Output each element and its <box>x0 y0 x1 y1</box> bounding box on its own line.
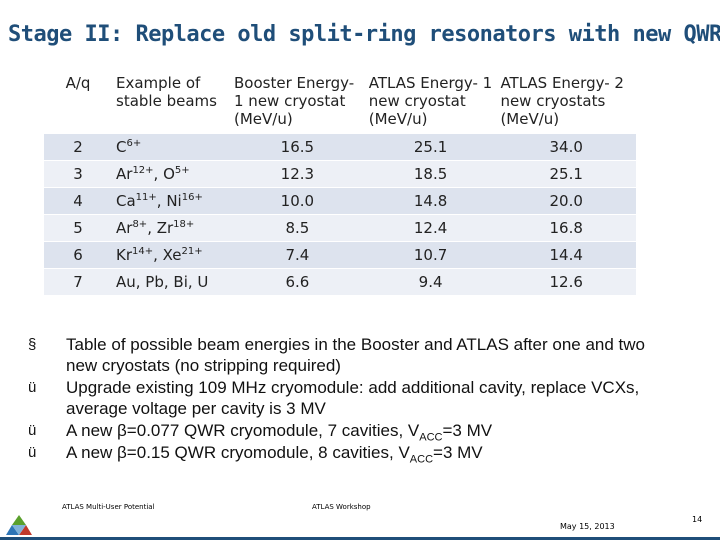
cell-beams: Ar8+, Zr18+ <box>112 214 230 242</box>
cell-aq: 2 <box>44 133 112 161</box>
bullet-item: ü A new β=0.15 QWR cryomodule, 8 cavitie… <box>28 443 483 466</box>
cell-atlas-1: 25.1 <box>364 133 497 161</box>
table-row: 6 Kr14+, Xe21+ 7.4 10.7 14.4 <box>44 241 636 269</box>
checkmark-bullet-icon: ü <box>28 444 37 461</box>
table-row: 4 Ca11+, Ni16+ 10.0 14.8 20.0 <box>44 187 636 215</box>
cell-booster: 6.6 <box>230 268 365 295</box>
cell-booster: 8.5 <box>230 214 365 242</box>
header-aq: A/q <box>44 70 112 134</box>
page-number: 14 <box>692 515 703 524</box>
cell-aq: 6 <box>44 241 112 269</box>
table-row: 5 Ar8+, Zr18+ 8.5 12.4 16.8 <box>44 214 636 242</box>
cell-booster: 7.4 <box>230 241 365 269</box>
table-row: 7 Au, Pb, Bi, U 6.6 9.4 12.6 <box>44 268 636 295</box>
cell-atlas-2: 34.0 <box>496 133 636 161</box>
bullet-list: § Table of possible beam energies in the… <box>28 334 678 466</box>
cell-atlas-1: 14.8 <box>364 187 497 215</box>
cell-atlas-2: 20.0 <box>496 187 636 215</box>
cell-aq: 5 <box>44 214 112 242</box>
cell-atlas-2: 25.1 <box>496 160 636 188</box>
cell-atlas-2: 16.8 <box>496 214 636 242</box>
cell-atlas-1: 18.5 <box>364 160 497 188</box>
cell-aq: 4 <box>44 187 112 215</box>
cell-aq: 3 <box>44 160 112 188</box>
cell-atlas-1: 12.4 <box>364 214 497 242</box>
footer-middle-text: ATLAS Workshop <box>312 503 371 511</box>
cell-booster: 12.3 <box>230 160 365 188</box>
square-bullet-icon: § <box>28 336 37 353</box>
bullet-item: ü A new β=0.077 QWR cryomodule, 7 caviti… <box>28 421 493 444</box>
footer-left-text: ATLAS Multi-User Potential <box>62 503 155 511</box>
header-atlas-energy-1: ATLAS Energy- 1 new cryostat (MeV/u) <box>364 70 497 134</box>
header-atlas-energy-2: ATLAS Energy- 2 new cryostats (MeV/u) <box>496 70 636 134</box>
cell-atlas-1: 10.7 <box>364 241 497 269</box>
cell-booster: 16.5 <box>230 133 365 161</box>
cell-atlas-2: 12.6 <box>496 268 636 295</box>
cell-beams: Ca11+, Ni16+ <box>112 187 230 215</box>
table-row: 2 C6+ 16.5 25.1 34.0 <box>44 133 636 161</box>
cell-atlas-2: 14.4 <box>496 241 636 269</box>
header-booster-energy: Booster Energy- 1 new cryostat (MeV/u) <box>230 70 365 134</box>
argonne-logo-icon <box>6 515 32 535</box>
checkmark-bullet-icon: ü <box>28 379 37 396</box>
footer-rule <box>0 537 720 540</box>
table-row: 3 Ar12+, O5+ 12.3 18.5 25.1 <box>44 160 636 188</box>
cell-beams: Au, Pb, Bi, U <box>112 268 230 295</box>
header-example-beams: Example of stable beams <box>112 70 230 134</box>
cell-booster: 10.0 <box>230 187 365 215</box>
bullet-item: § Table of possible beam energies in the… <box>28 335 645 375</box>
slide-title: Stage II: Replace old split-ring resonat… <box>8 22 720 47</box>
footer-date: May 15, 2013 <box>560 522 615 531</box>
cell-atlas-1: 9.4 <box>364 268 497 295</box>
cell-beams: Ar12+, O5+ <box>112 160 230 188</box>
bullet-item: ü Upgrade existing 109 MHz cryomodule: a… <box>28 378 640 418</box>
cell-beams: C6+ <box>112 133 230 161</box>
beam-energy-table: A/q Example of stable beams Booster Ener… <box>44 70 636 295</box>
table-header-row: A/q Example of stable beams Booster Ener… <box>44 70 636 134</box>
cell-beams: Kr14+, Xe21+ <box>112 241 230 269</box>
cell-aq: 7 <box>44 268 112 295</box>
checkmark-bullet-icon: ü <box>28 422 37 439</box>
